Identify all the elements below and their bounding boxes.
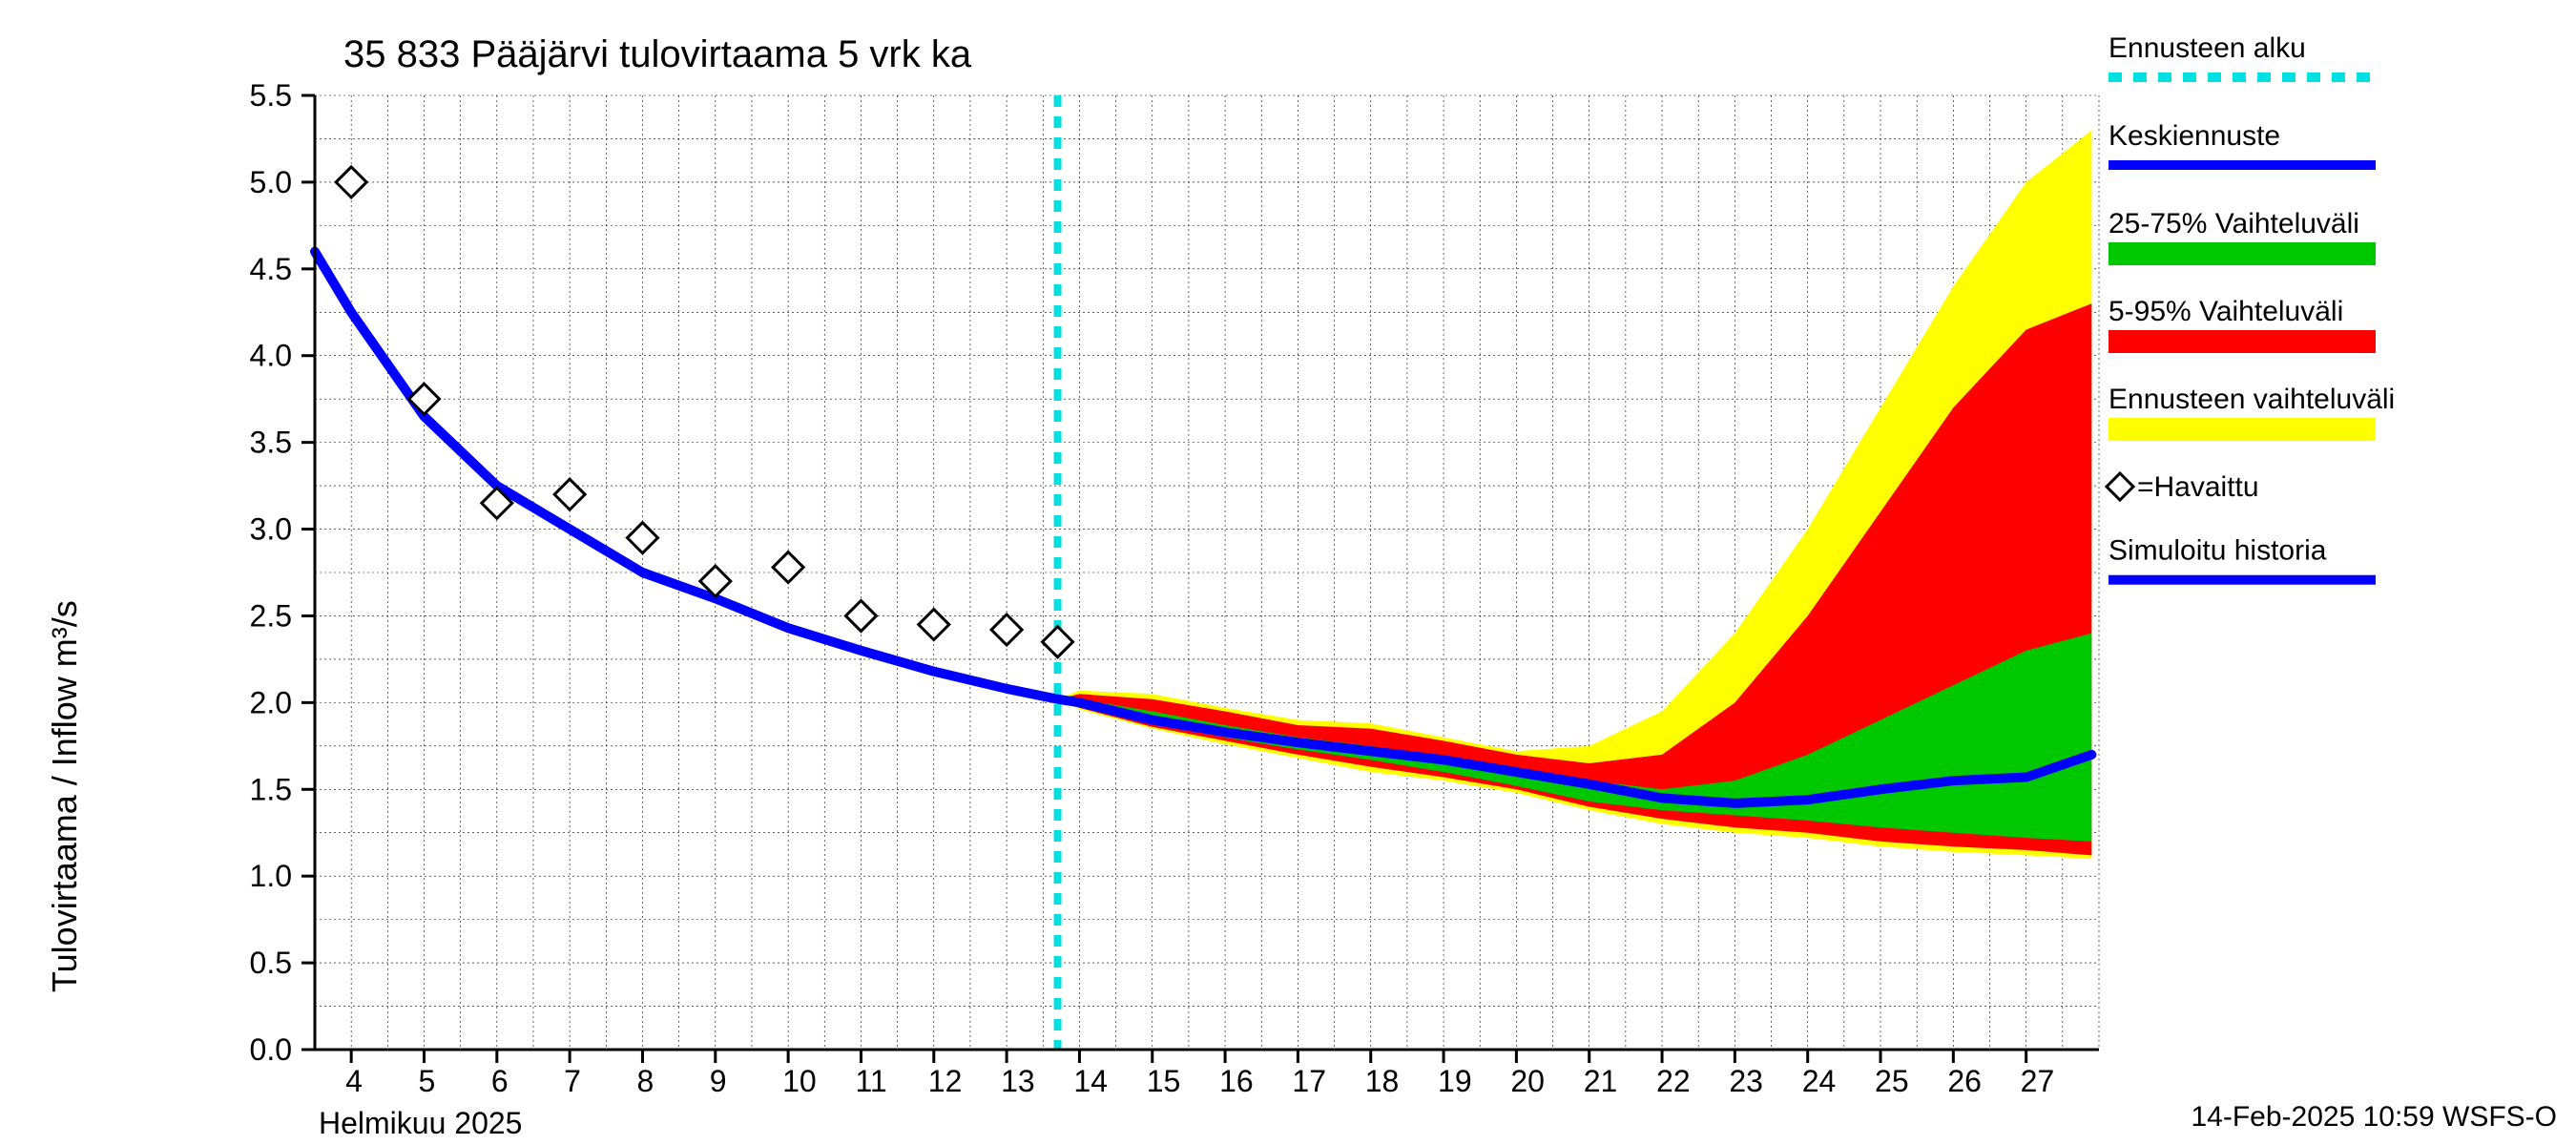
x-tick-label: 5 [418, 1064, 435, 1098]
y-tick-label: 2.0 [250, 685, 292, 719]
legend-swatch [2109, 330, 2376, 353]
observed-marker [919, 610, 949, 640]
x-tick-label: 9 [710, 1064, 727, 1098]
x-tick-label: 8 [636, 1064, 654, 1098]
x-tick-label: 10 [782, 1064, 817, 1098]
x-tick-label: 11 [855, 1064, 886, 1098]
x-tick-label: 20 [1510, 1064, 1545, 1098]
x-tick-label: 22 [1656, 1064, 1691, 1098]
y-tick-label: 1.0 [250, 859, 292, 893]
x-tick-label: 7 [564, 1064, 581, 1098]
x-tick-label: 4 [345, 1064, 363, 1098]
observed-marker [627, 523, 657, 553]
x-tick-label: 21 [1584, 1064, 1618, 1098]
x-tick-label: 12 [928, 1064, 963, 1098]
x-month-label-fi: Helmikuu 2025 [319, 1106, 522, 1140]
x-tick-label: 27 [2021, 1064, 2055, 1098]
x-tick-label: 25 [1875, 1064, 1909, 1098]
y-tick-label: 5.0 [250, 165, 292, 199]
y-tick-label: 4.5 [250, 252, 292, 286]
legend-swatch [2109, 575, 2376, 585]
x-tick-label: 19 [1438, 1064, 1472, 1098]
y-tick-label: 4.0 [250, 339, 292, 373]
y-tick-label: 3.0 [250, 512, 292, 547]
x-tick-label: 13 [1001, 1064, 1035, 1098]
y-tick-label: 5.5 [250, 78, 292, 113]
x-tick-label: 26 [1947, 1064, 1982, 1098]
observed-marker [554, 479, 585, 510]
y-tick-label: 2.5 [250, 598, 292, 633]
x-tick-label: 23 [1729, 1064, 1763, 1098]
x-tick-label: 24 [1802, 1064, 1837, 1098]
footer-timestamp: 14-Feb-2025 10:59 WSFS-O [2191, 1101, 2557, 1133]
observed-marker [408, 384, 439, 414]
chart-container: 0.0 0.5 1.0 1.5 2.0 2.5 3.0 3.5 4.0 4.5 5.0 5.5 4 5 6 7… [0, 0, 2576, 1145]
x-tick-label: 18 [1365, 1064, 1400, 1098]
observed-marker [991, 614, 1022, 645]
legend-label: Keskiennuste [2109, 120, 2280, 152]
x-tick-label: 6 [491, 1064, 509, 1098]
legend-label: Ennusteen alku [2109, 32, 2306, 64]
chart-svg: 0.0 0.5 1.0 1.5 2.0 2.5 3.0 3.5 4.0 4.5 5.0 5.5 4 5 6 7… [0, 0, 2576, 1145]
legend-label: 5-95% Vaihteluväli [2109, 296, 2343, 327]
y-axis-label: Tulovirtaama / Inflow m³/s [45, 600, 84, 992]
observed-marker [773, 552, 803, 583]
legend-swatch-diamond [2107, 473, 2133, 500]
legend-label: Simuloitu historia [2109, 535, 2327, 567]
y-tick-label: 3.5 [250, 426, 292, 460]
legend-swatch [2109, 160, 2376, 170]
x-tick-label: 16 [1219, 1064, 1254, 1098]
observed-marker [1043, 627, 1073, 657]
legend-swatch [2109, 418, 2376, 441]
observed-marker [336, 167, 366, 198]
observed-marker [845, 600, 876, 631]
x-tick-label: 14 [1073, 1064, 1108, 1098]
y-tick-label: 1.5 [250, 772, 292, 806]
x-tick-label: 17 [1292, 1064, 1326, 1098]
x-tick-label: 15 [1147, 1064, 1181, 1098]
y-tick-label: 0.0 [250, 1032, 292, 1067]
legend-swatch [2109, 242, 2376, 265]
legend-label: =Havaittu [2137, 471, 2259, 503]
chart-title: 35 833 Pääjärvi tulovirtaama 5 vrk ka [343, 33, 972, 75]
y-tick-label: 0.5 [250, 946, 292, 980]
legend-label: 25-75% Vaihteluväli [2109, 208, 2359, 239]
legend-label: Ennusteen vaihteluväli [2109, 384, 2395, 415]
